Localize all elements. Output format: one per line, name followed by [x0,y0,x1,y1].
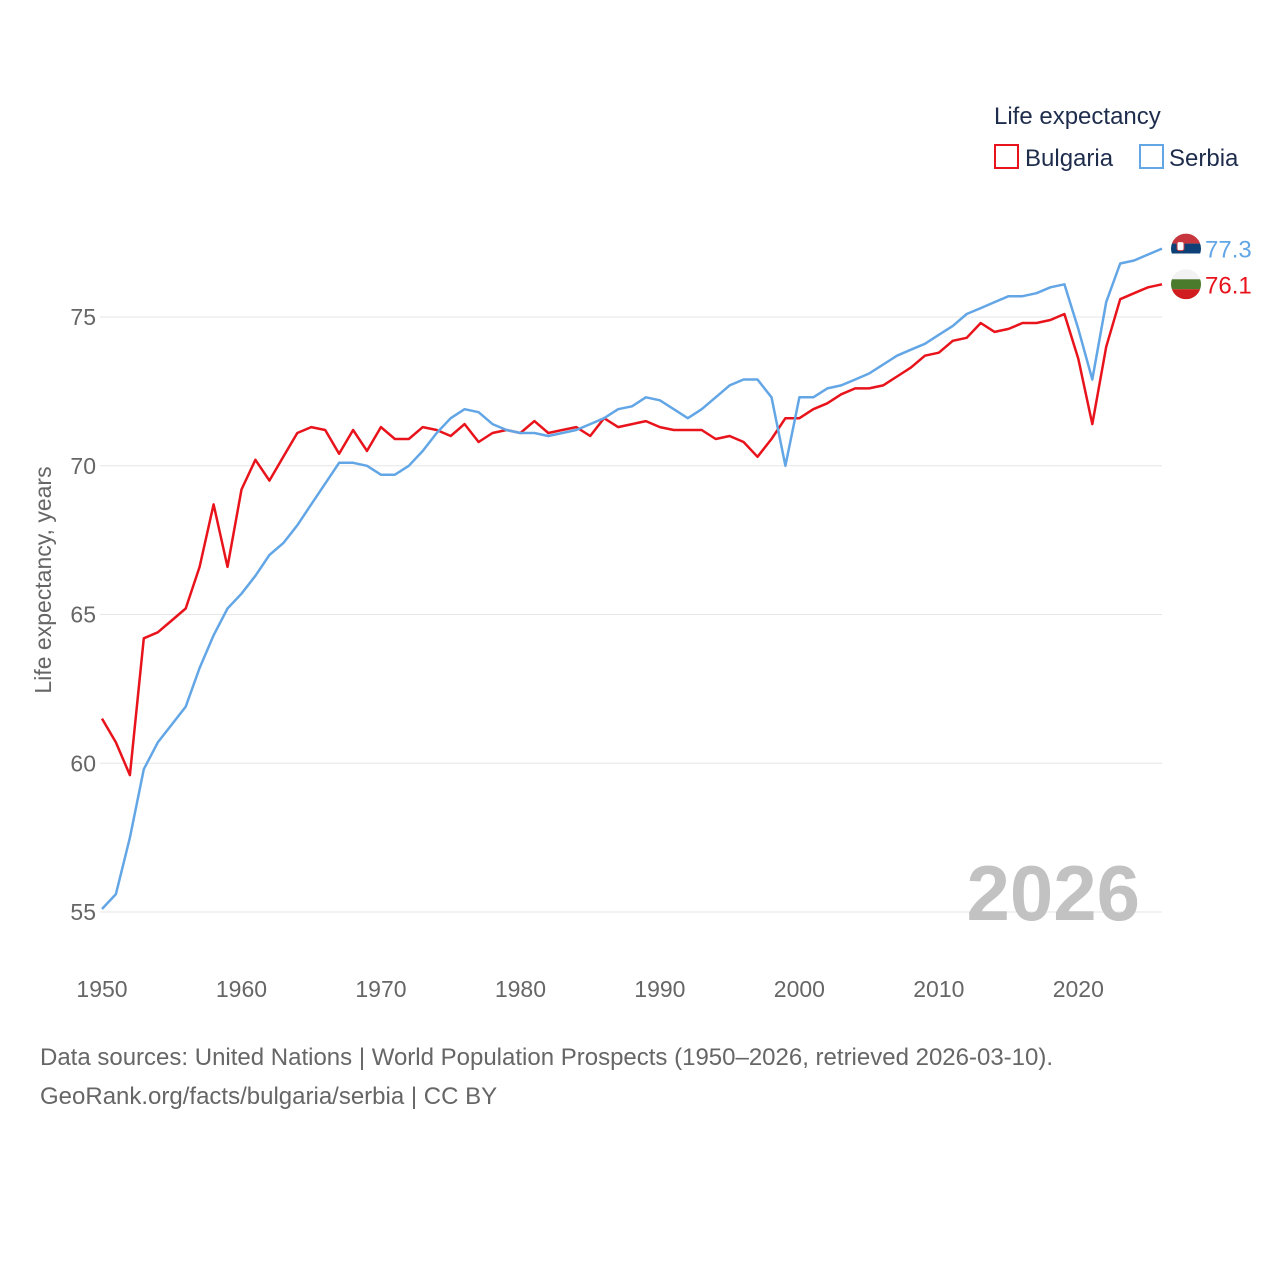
bulgaria-flag-icon [1171,269,1201,300]
legend: Life expectancy Bulgaria Serbia [994,103,1239,172]
y-tick-label: 70 [70,453,96,479]
serbia-end-value-label: 77.3 [1205,237,1252,264]
legend-swatch-serbia [1139,144,1164,169]
x-tick-label: 1960 [216,976,267,1002]
x-axis-ticks: 1950 1960 1970 1980 1990 2000 2010 2020 [76,976,1103,1002]
y-axis-label: Life expectancy, years [30,466,56,693]
y-axis-ticks: 55 60 65 70 75 [70,304,96,925]
x-tick-label: 2000 [774,976,825,1002]
bulgaria-end-value-label: 76.1 [1205,272,1252,299]
y-tick-label: 55 [70,899,96,925]
x-tick-label: 2020 [1053,976,1104,1002]
y-tick-label: 75 [70,304,96,330]
serbia-flag-icon [1171,233,1201,264]
x-tick-label: 1980 [495,976,546,1002]
legend-item-serbia[interactable]: Serbia [1139,144,1239,172]
y-tick-label: 60 [70,750,96,776]
x-tick-label: 1970 [355,976,406,1002]
x-tick-label: 2010 [913,976,964,1002]
series-lines [100,247,1163,910]
x-tick-label: 1990 [634,976,685,1002]
data-source-note: Data sources: United Nations | World Pop… [40,1044,1054,1071]
legend-swatch-bulgaria [994,144,1019,169]
series-line-serbia [101,247,1163,910]
attribution-link[interactable]: GeoRank.org/facts/bulgaria/serbia | CC B… [40,1083,498,1110]
x-tick-label: 1950 [76,976,127,1002]
legend-label-serbia: Serbia [1169,145,1239,172]
legend-item-bulgaria[interactable]: Bulgaria [994,144,1114,172]
legend-title: Life expectancy [994,103,1161,130]
series-line-bulgaria [100,283,1163,777]
life-expectancy-chart: 55 60 65 70 75 1950 1960 1970 1980 1990 2000 2010 2… [30,103,1252,1002]
y-tick-label: 65 [70,602,96,628]
legend-label-bulgaria: Bulgaria [1025,145,1114,172]
year-watermark: 2026 [966,849,1140,937]
